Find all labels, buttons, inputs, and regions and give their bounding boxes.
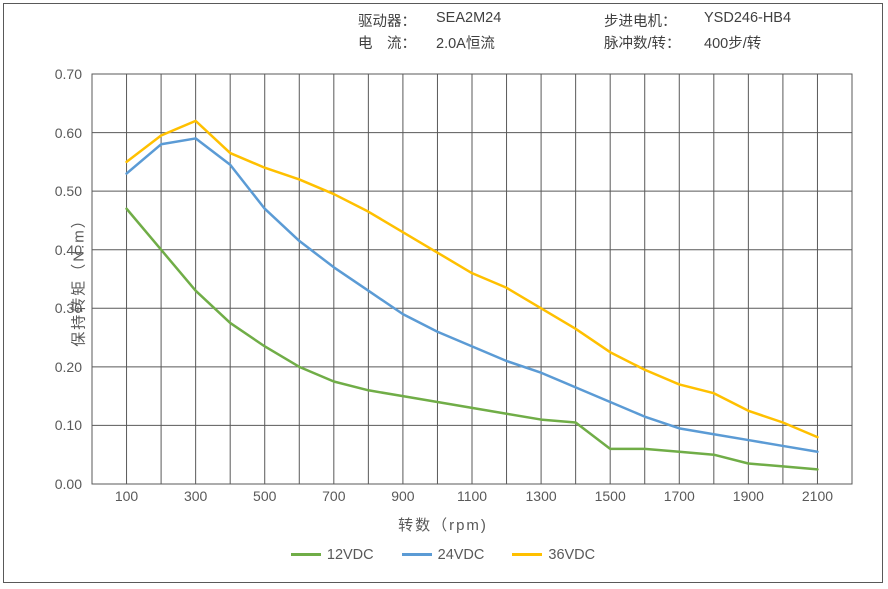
- y-tick: 0.60: [38, 125, 82, 141]
- legend-swatch: [291, 553, 321, 556]
- x-tick: 900: [391, 488, 414, 504]
- y-tick: 0.30: [38, 300, 82, 316]
- current-value: 2.0A恒流: [436, 32, 495, 53]
- legend-item: 12VDC: [291, 547, 374, 563]
- pulse-label: 脉冲数/转：: [604, 32, 681, 53]
- x-tick: 1300: [526, 488, 557, 504]
- x-tick: 1900: [733, 488, 764, 504]
- y-tick: 0.10: [38, 417, 82, 433]
- plot-area: [92, 74, 852, 484]
- legend-item: 24VDC: [402, 547, 485, 563]
- driver-label: 驱动器：: [358, 10, 416, 31]
- y-tick: 0.50: [38, 183, 82, 199]
- plot-svg: [92, 74, 852, 484]
- x-tick: 1100: [457, 488, 487, 504]
- x-tick: 1500: [595, 488, 626, 504]
- motor-label: 步进电机：: [604, 10, 677, 31]
- x-tick: 100: [115, 488, 138, 504]
- x-tick: 700: [322, 488, 345, 504]
- x-axis-ticks: 100 300 500 700 900 1100 1300 1500 1700 1900 2100: [92, 488, 852, 508]
- y-tick: 0.00: [38, 476, 82, 492]
- x-tick: 1700: [664, 488, 695, 504]
- chart-container: 驱动器： SEA2M24 步进电机： YSD246-HB4 电 流： 2.0A恒…: [3, 3, 883, 583]
- legend-swatch: [512, 553, 542, 556]
- x-tick: 2100: [802, 488, 833, 504]
- legend-label: 36VDC: [548, 547, 595, 563]
- legend-label: 12VDC: [327, 547, 374, 563]
- y-axis-ticks: 0.000.100.200.300.400.500.600.70: [44, 74, 88, 484]
- y-tick: 0.70: [38, 66, 82, 82]
- driver-value: SEA2M24: [436, 10, 501, 26]
- legend: 12VDC 24VDC 36VDC: [4, 544, 882, 563]
- y-tick: 0.20: [38, 359, 82, 375]
- motor-value: YSD246-HB4: [704, 10, 791, 26]
- y-tick: 0.40: [38, 242, 82, 258]
- x-axis-label: 转数（rpm): [4, 514, 882, 535]
- legend-item: 36VDC: [512, 547, 595, 563]
- legend-swatch: [402, 553, 432, 556]
- x-tick: 300: [184, 488, 207, 504]
- current-label: 电 流：: [358, 32, 416, 53]
- pulse-value: 400步/转: [704, 32, 761, 53]
- legend-label: 24VDC: [438, 547, 485, 563]
- x-tick: 500: [253, 488, 276, 504]
